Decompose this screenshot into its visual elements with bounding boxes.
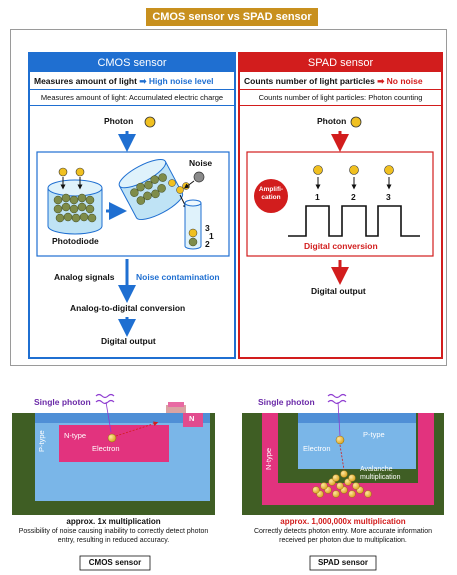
cmos-panel: CMOS sensor Measures amount of light ➡ H… (28, 52, 236, 359)
cmos-digital-output-label: Digital output (101, 336, 156, 346)
photodiode-label: Photodiode (52, 236, 99, 246)
spad-description: Correctly detects photon entry. More acc… (253, 528, 433, 544)
noise-particle-icon (193, 171, 205, 183)
cmos-caption: CMOS sensor (88, 558, 142, 567)
noise-label: Noise (189, 158, 213, 168)
cmos-n-label: N (189, 414, 195, 423)
cmos-multiplication-label: approx. 1x multiplication (66, 517, 161, 526)
cmos-measure-row: Measures amount of light ➡ High noise le… (30, 72, 234, 90)
spad-n-type-label: N-type (264, 447, 273, 470)
cmos-measure-label: Measures amount of light (34, 76, 137, 86)
spad-sub-label: Counts number of light particles: Photon… (240, 90, 441, 106)
spad-panel-header: SPAD sensor (240, 54, 441, 72)
comparison-frame (10, 29, 447, 366)
arrow-right-icon: ➡ (377, 76, 387, 86)
cmos-electron-label: Electron (92, 444, 120, 453)
spad-panel: SPAD sensor Counts number of light parti… (238, 52, 443, 359)
conversion-label: Analog-to-digital conversion (70, 303, 186, 313)
avalanche-label: Avalanche multiplication (360, 466, 401, 481)
spad-electron-label: Electron (303, 444, 331, 453)
spad-noise-label: No noise (386, 76, 423, 86)
bucket-number-1: 1 (209, 231, 214, 241)
digital-conversion-label: Digital conversion (304, 241, 378, 251)
digital-pulse-train (288, 205, 420, 237)
tilted-bucket-icon (118, 159, 184, 221)
spad-multiplication-label: approx. 1,000,000x multiplication (280, 517, 406, 526)
cmos-caption-box (79, 555, 151, 571)
cmos-single-photon-label: Single photon (34, 397, 91, 407)
amplification-label: Amplifi-cation (258, 186, 284, 201)
page-title: CMOS sensor vs SPAD sensor (146, 8, 318, 26)
spad-caption: SPAD sensor (317, 558, 369, 567)
analog-signals-label: Analog signals (54, 272, 115, 282)
cmos-photon-label: Photon (104, 116, 134, 126)
cmos-n-type-label: N-type (64, 431, 87, 440)
pulse-number-3: 3 (386, 192, 391, 202)
arrow-right-icon: ➡ (139, 76, 149, 86)
pulse-number-2: 2 (351, 192, 356, 202)
spad-count-label: Counts number of light particles (244, 76, 375, 86)
cmos-cross-section (12, 393, 215, 515)
pulse-number-1: 1 (315, 192, 320, 202)
spad-caption-box (309, 555, 377, 571)
bucket-number-3: 3 (205, 223, 210, 233)
bucket-number-2: 2 (205, 239, 210, 249)
cmos-panel-header: CMOS sensor (30, 54, 234, 72)
cmos-p-type-label: P-type (37, 430, 46, 452)
noise-contamination-label: Noise contamination (136, 272, 220, 282)
measuring-tube-icon (184, 199, 202, 250)
cmos-sub-label: Measures amount of light: Accumulated el… (30, 90, 234, 106)
cmos-description: Possibility of noise causing inability t… (18, 528, 209, 544)
spad-photon-icon (350, 116, 362, 128)
spad-cross-section (242, 393, 444, 515)
cmos-photon-icon (144, 116, 156, 128)
spad-digital-output-label: Digital output (311, 286, 366, 296)
noise-arrow (184, 180, 195, 189)
amplification-badge (254, 179, 288, 213)
spad-p-type-label: P-type (363, 430, 385, 439)
spad-count-row: Counts number of light particles ➡ No no… (240, 72, 441, 90)
spad-single-photon-label: Single photon (258, 397, 315, 407)
spad-photon-label: Photon (317, 116, 347, 126)
cmos-noise-label: High noise level (148, 76, 214, 86)
pulse-photons (313, 165, 394, 190)
photodiode-bucket-icon (47, 167, 103, 235)
